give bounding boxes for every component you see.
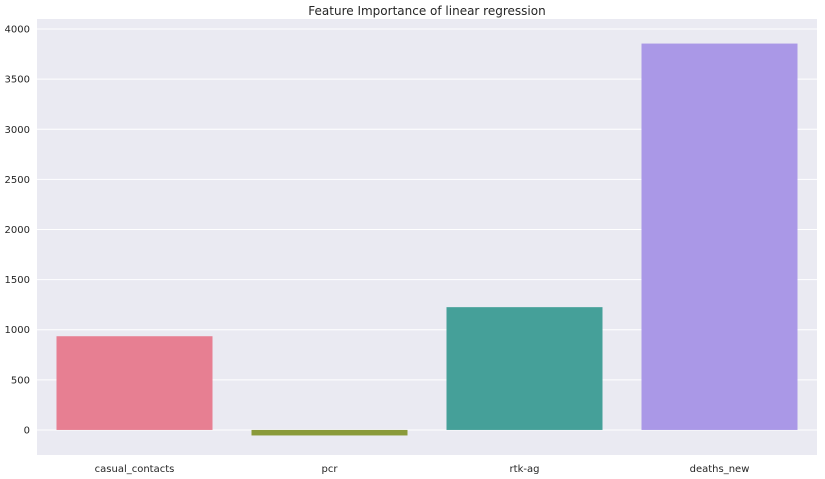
y-tick-label: 1500	[5, 275, 30, 286]
x-tick-label: deaths_new	[690, 464, 750, 475]
y-tick-label: 1000	[5, 325, 30, 336]
x-tick-label: rtk-ag	[510, 464, 540, 475]
y-axis-ticks: 0 500 1000 1500 2000 2500 3000 3500 4000	[5, 25, 30, 437]
bar-pcr	[251, 429, 408, 436]
y-tick-label: 4000	[5, 25, 30, 36]
x-tick-label: casual_contacts	[95, 464, 175, 475]
y-tick-label: 500	[11, 375, 30, 386]
y-tick-label: 2500	[5, 175, 30, 186]
bar-deaths_new	[641, 43, 798, 430]
y-tick-label: 3000	[5, 125, 30, 136]
bar-rtk-ag	[446, 307, 603, 430]
y-tick-label: 0	[24, 425, 30, 436]
bars	[56, 43, 798, 436]
x-tick-label: pcr	[322, 464, 339, 475]
y-tick-label: 3500	[5, 75, 30, 86]
bar-casual_contacts	[56, 336, 213, 430]
x-axis-ticks: casual_contacts pcr rtk-ag deaths_new	[95, 464, 750, 475]
y-tick-label: 2000	[5, 225, 30, 236]
chart-title: Feature Importance of linear regression	[308, 4, 545, 18]
